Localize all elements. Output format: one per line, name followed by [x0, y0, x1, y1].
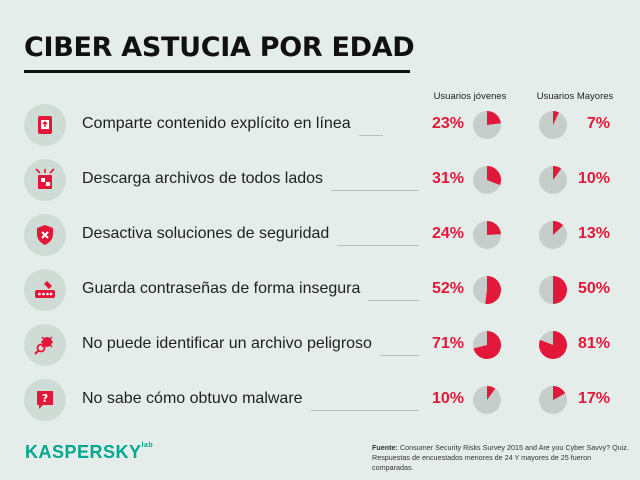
young-pie [473, 331, 502, 359]
row-label: No puede identificar un archivo peligros… [82, 335, 372, 352]
older-pie-slice [553, 386, 566, 400]
column-header-older: Usuarios Mayores [536, 91, 614, 102]
young-pie [473, 386, 501, 414]
older-pie [539, 386, 567, 414]
chart-row: Comparte contenido explícito en línea 23%… [24, 104, 624, 146]
young-value: 31% [431, 170, 464, 187]
row-label: No sabe cómo obtuvo malware [82, 390, 303, 407]
young-value: 52% [431, 280, 464, 297]
source-note: Fuente: Consumer Security Risks Survey 2… [372, 443, 634, 473]
row-leader-line [337, 245, 419, 246]
column-header-young: Usuarios jóvenes [433, 91, 507, 102]
young-pie [473, 111, 501, 139]
row-leader-line [331, 190, 419, 191]
young-pie-slice [487, 386, 496, 400]
kaspersky-logo: KASPERSKYlab [25, 442, 153, 463]
svg-text:?: ? [42, 392, 48, 405]
older-value: 50% [577, 280, 610, 297]
older-pie-slice [553, 166, 562, 180]
question-icon: ? [24, 379, 66, 421]
young-pie-slice [487, 221, 501, 235]
row-label: Desactiva soluciones de seguridad [82, 225, 330, 242]
older-pie [539, 111, 567, 139]
title-underline [24, 70, 410, 73]
young-pie [473, 276, 502, 304]
chart-row: ? No sabe cómo obtuvo malware 10% 17% [24, 379, 624, 421]
download-icon [24, 159, 66, 201]
young-value: 10% [431, 390, 464, 407]
older-value: 81% [577, 335, 610, 352]
older-pie [539, 166, 567, 194]
logo-sup: lab [141, 442, 154, 449]
older-value: 7% [586, 115, 610, 132]
young-value: 23% [431, 115, 464, 132]
chart-row: Desactiva soluciones de seguridad 24% 13% [24, 214, 624, 256]
young-pie-slice [473, 331, 502, 359]
bug-search-icon [24, 324, 66, 366]
source-text: Consumer Security Risks Survey 2015 and … [399, 443, 629, 452]
older-pie-slice [553, 221, 564, 235]
older-value: 17% [577, 390, 610, 407]
shield-x-icon [24, 214, 66, 256]
older-pie [538, 331, 567, 359]
source-label: Fuente: [372, 443, 398, 452]
row-leader-line [380, 355, 419, 356]
older-value: 10% [577, 170, 610, 187]
logo-text: KASPERSKY [25, 442, 142, 462]
row-label: Descarga archivos de todos lados [82, 170, 324, 187]
row-label: Guarda contraseñas de forma insegura [82, 280, 361, 297]
password-icon [24, 269, 66, 311]
chart-row: Descarga archivos de todos lados 31% 10% [24, 159, 624, 201]
older-pie-slice [538, 331, 567, 359]
row-leader-line [359, 135, 383, 136]
row-leader-line [368, 300, 419, 301]
young-value: 71% [431, 335, 464, 352]
older-pie [539, 221, 567, 249]
share-icon [24, 104, 66, 146]
young-value: 24% [431, 225, 464, 242]
row-leader-line [311, 410, 419, 411]
source-note-text: Respuestas de encuestados menores de 24 … [372, 453, 592, 472]
older-pie-slice [553, 276, 567, 304]
young-pie-slice [487, 111, 501, 125]
page-title: CIBER ASTUCIA POR EDAD [24, 32, 415, 63]
row-label: Comparte contenido explícito en línea [82, 115, 351, 132]
young-pie-slice [485, 276, 502, 304]
older-pie-slice [553, 111, 559, 125]
chart-row: No puede identificar un archivo peligros… [24, 324, 624, 366]
older-pie [539, 276, 567, 304]
older-value: 13% [577, 225, 610, 242]
young-pie [473, 221, 501, 249]
chart-row: Guarda contraseñas de forma insegura 52% 5… [24, 269, 624, 311]
young-pie-slice [487, 166, 502, 186]
young-pie [473, 166, 502, 194]
